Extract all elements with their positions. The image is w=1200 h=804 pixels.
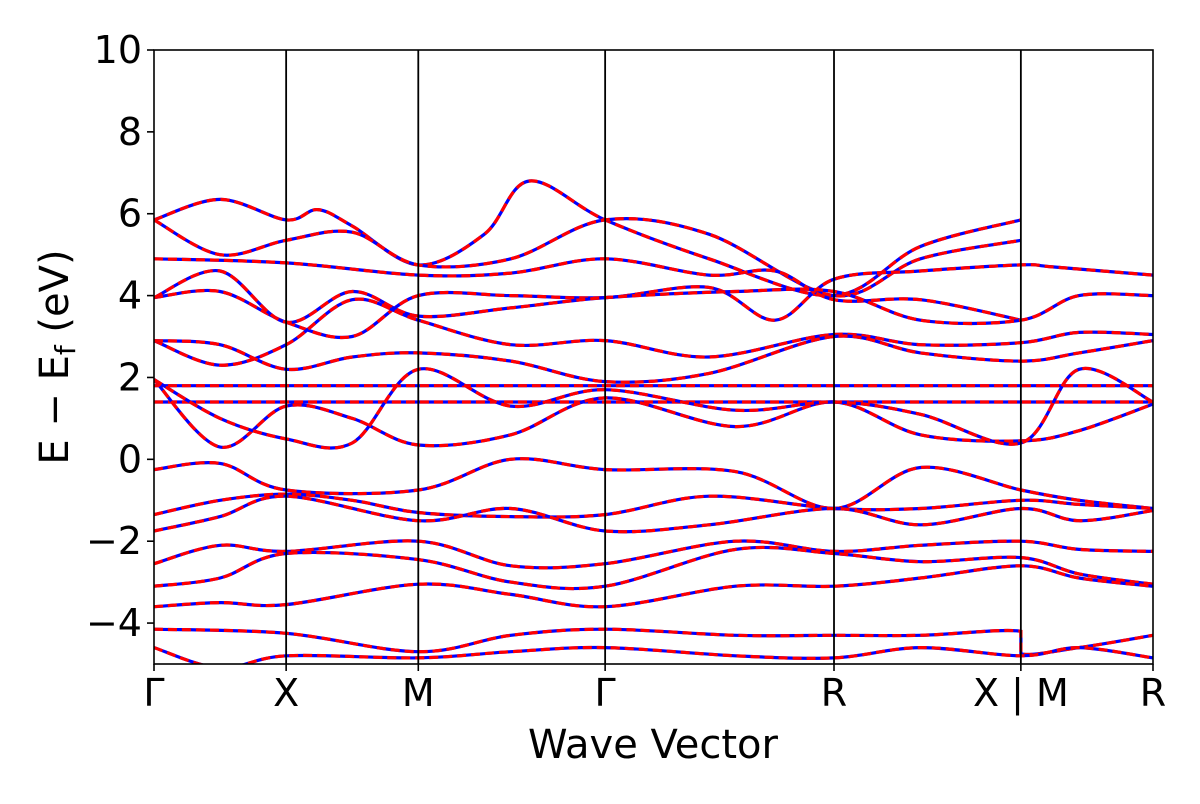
y-axis-title: E − Ef (eV): [32, 249, 82, 464]
band-line-red: [154, 334, 1153, 384]
xtick-label: R: [1140, 671, 1166, 715]
ytick-label: 2: [118, 355, 142, 399]
band-line-red: [154, 545, 1153, 591]
ytick-label: 8: [118, 110, 142, 154]
kpoint-lines: [285, 50, 1022, 664]
band-line-blue: [154, 179, 1022, 298]
xtick-label: R: [821, 671, 847, 715]
xtick-label: Γ: [595, 671, 616, 715]
ytick-label: −4: [86, 601, 142, 645]
band-line-red: [154, 457, 1153, 511]
xtick-label: Γ: [143, 671, 164, 715]
band-line-blue: [154, 378, 1153, 449]
band-line-red: [154, 492, 1153, 519]
band-line-red: [154, 645, 1153, 664]
plot-frame: [153, 49, 1154, 665]
y-axis-title-main: E − E: [32, 355, 78, 465]
band-line-red: [154, 179, 1022, 298]
band-line-blue: [154, 263, 1153, 340]
band-line-red: [154, 539, 1153, 570]
y-axis-ticks: 10 8 6 4 2 0 −2 −4: [86, 28, 154, 645]
x-axis-ticks: Γ X M Γ R X | M R: [143, 664, 1166, 716]
band-line-red: [154, 297, 1153, 367]
band-line-red: [154, 366, 1153, 450]
band-line-red: [154, 263, 1153, 340]
band-line-red: [154, 378, 1153, 449]
xtick-label: M: [402, 671, 435, 715]
band-line-red: [154, 627, 1153, 657]
y-axis-title-unit: (eV): [32, 249, 78, 345]
x-axis-title: Wave Vector: [528, 722, 779, 768]
xtick-label: X: [273, 671, 299, 715]
xtick-label: X | M: [973, 671, 1069, 716]
band-line-red: [154, 217, 1022, 298]
ytick-label: 10: [94, 28, 142, 72]
ytick-label: 0: [118, 437, 142, 481]
band-line-blue: [154, 217, 1022, 298]
ytick-label: 4: [118, 274, 142, 318]
y-axis-title-sub: f: [49, 344, 82, 355]
band-line-red: [154, 257, 1022, 322]
series-layer: [154, 179, 1153, 664]
ytick-label: 6: [118, 192, 142, 236]
ytick-label: −2: [86, 519, 142, 563]
